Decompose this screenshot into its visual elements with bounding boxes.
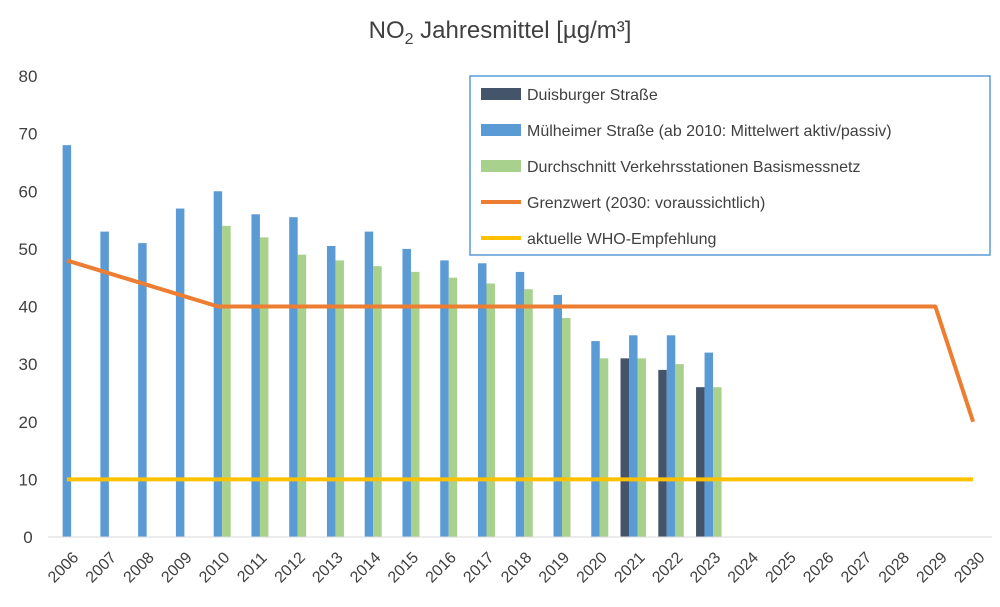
y-tick-label: 40	[19, 298, 38, 317]
bar-2	[402, 248, 411, 537]
x-tick-label: 2011	[234, 550, 270, 586]
bar-2	[100, 231, 109, 537]
bar-2	[629, 335, 638, 537]
y-axis-ticks: 0 10 20 30 40 50 60 70 80	[19, 67, 38, 547]
bar-2	[62, 145, 72, 537]
y-tick-label: 20	[19, 413, 38, 432]
bar-3	[562, 318, 571, 537]
bar-3	[675, 364, 684, 537]
chart-title-suffix: Jahresmittel [µg/m³]	[414, 17, 632, 44]
bar-2	[251, 214, 260, 538]
legend-swatch	[481, 124, 521, 136]
bar-1	[620, 358, 630, 537]
bar-3	[713, 387, 722, 537]
bar-2	[138, 243, 147, 538]
x-tick-label: 2019	[536, 549, 573, 586]
legend-box	[469, 75, 991, 256]
x-tick-label: 2007	[83, 549, 120, 586]
bar-3	[259, 237, 269, 537]
bar-1	[696, 387, 705, 537]
x-tick-label: 2016	[423, 549, 460, 586]
bars	[62, 145, 722, 538]
x-tick-label: 2024	[725, 549, 762, 586]
legend-label: Duisburger Straße	[527, 87, 658, 104]
bar-2	[289, 217, 298, 537]
legend: Duisburger Straße Mülheimer Straße (ab 20…	[469, 75, 991, 256]
x-tick-label: 2023	[687, 549, 724, 586]
y-tick-label: 50	[19, 240, 38, 259]
x-tick-label: 2006	[45, 549, 82, 586]
chart-title: NO2 Jahresmittel [µg/m³]	[369, 17, 632, 48]
x-tick-label: 2010	[196, 549, 233, 586]
bar-2	[440, 260, 449, 537]
bar-3	[448, 277, 458, 537]
bar-2	[553, 294, 563, 537]
bar-3	[297, 254, 307, 537]
chart-title-subscript: 2	[405, 31, 414, 48]
x-tick-label: 2030	[951, 549, 988, 586]
x-tick-label: 2022	[649, 549, 686, 586]
legend-swatch	[481, 160, 521, 172]
y-tick-label: 0	[23, 528, 32, 547]
bar-3	[599, 358, 609, 537]
y-tick-label: 30	[19, 355, 38, 374]
legend-swatch	[481, 88, 521, 100]
x-tick-label: 2017	[460, 549, 497, 586]
x-tick-label: 2014	[347, 549, 384, 586]
bar-2	[515, 271, 525, 537]
x-tick-label: 2020	[574, 549, 611, 586]
x-tick-label: 2025	[763, 549, 800, 586]
x-tick-label: 2018	[498, 549, 535, 586]
x-tick-label: 2013	[309, 549, 346, 586]
bar-2	[213, 191, 223, 537]
x-tick-label: 2028	[876, 549, 913, 586]
bar-3	[222, 225, 231, 537]
bar-3	[486, 283, 495, 537]
x-tick-label: 2015	[385, 549, 422, 586]
bar-1	[658, 369, 667, 537]
legend-label: Durchschnitt Verkehrsstationen Basismess…	[527, 159, 860, 176]
legend-label: aktuelle WHO-Empfehlung	[527, 231, 716, 248]
bar-3	[335, 260, 344, 537]
bar-3	[410, 271, 420, 537]
bar-3	[637, 358, 647, 537]
x-tick-label: 2012	[272, 549, 309, 586]
bar-3	[373, 266, 382, 537]
x-tick-label: 2026	[800, 549, 837, 586]
x-tick-label: 2021	[612, 549, 649, 586]
bar-2	[666, 335, 676, 537]
lines	[66, 258, 976, 482]
y-tick-label: 70	[19, 125, 38, 144]
legend-label: Mülheimer Straße (ab 2010: Mittelwert ak…	[527, 123, 892, 140]
legend-label: Grenzwert (2030: voraussichtlich)	[527, 195, 765, 212]
y-tick-label: 60	[19, 182, 38, 201]
line-series-1	[66, 258, 976, 423]
bar-2	[591, 341, 600, 537]
bar-2	[477, 263, 487, 537]
bar-2	[326, 245, 336, 537]
y-tick-label: 10	[19, 470, 38, 489]
x-tick-label: 2029	[914, 549, 951, 586]
x-tick-label: 2009	[158, 549, 195, 586]
bar-2	[175, 208, 185, 537]
bar-2	[704, 352, 714, 537]
x-tick-label: 2008	[121, 549, 158, 586]
x-tick-label: 2027	[838, 549, 875, 586]
chart-title-prefix: NO	[369, 17, 405, 44]
bar-2	[364, 231, 374, 537]
x-axis-ticks: 2006 2007 2008 2009 2010 2011 2012 2013 2014 2015…	[45, 549, 989, 586]
bar-3	[524, 289, 533, 537]
y-tick-label: 80	[19, 67, 38, 86]
